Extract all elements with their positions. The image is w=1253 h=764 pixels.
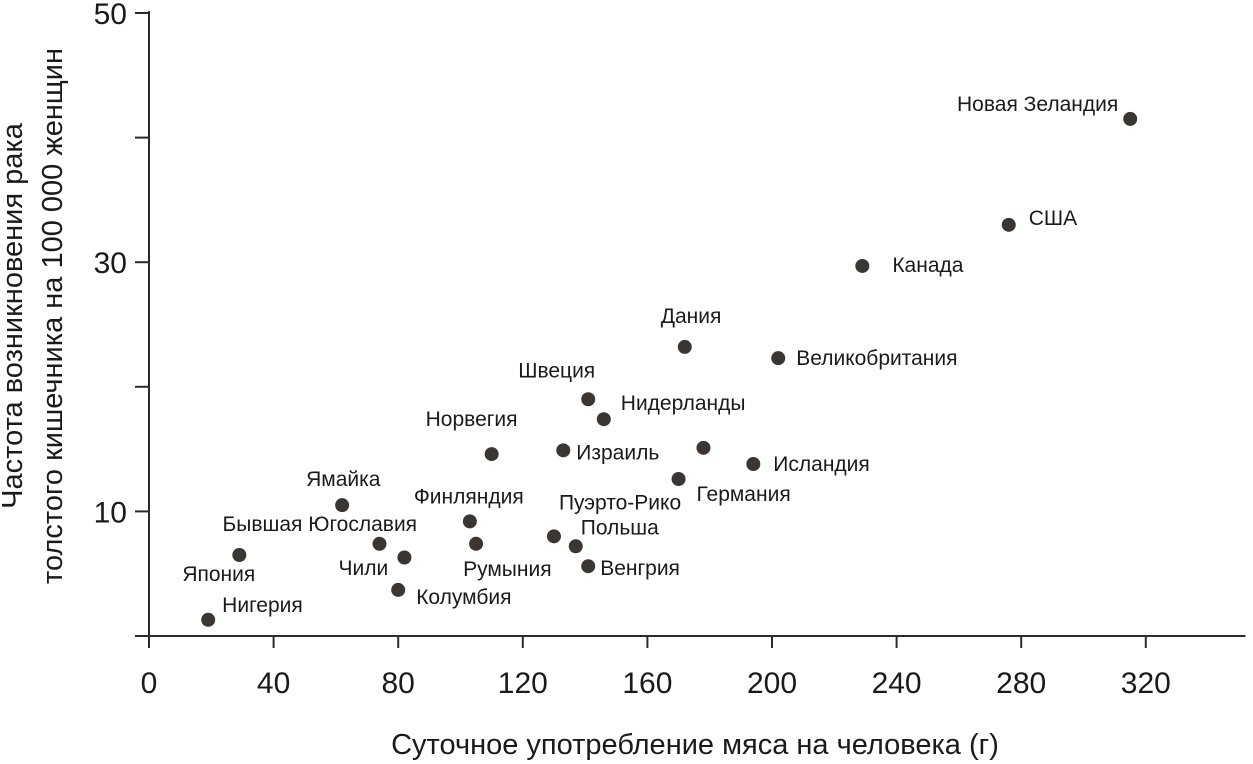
point-label-23: Колумбия [416, 586, 511, 609]
data-point-18 [469, 536, 484, 551]
data-point-6 [596, 412, 611, 427]
x-axis-title: Суточное употребление мяса на человека (… [391, 729, 999, 761]
x-tick-label-0: 0 [141, 667, 158, 700]
point-label-3: Дания [661, 305, 722, 328]
data-point-1 [1001, 217, 1016, 232]
data-point-16 [372, 536, 387, 551]
data-point-11 [696, 440, 711, 455]
point-label-14: Пуэрто-Рико [559, 491, 681, 514]
x-tick-label-120: 120 [498, 667, 548, 700]
data-point-19 [232, 548, 247, 563]
point-label-7: Норвегия [426, 408, 518, 431]
data-point-13 [462, 514, 477, 529]
point-label-10: Германия [697, 483, 791, 506]
data-point-3 [677, 339, 692, 354]
point-label-24: Нигерия [222, 594, 303, 617]
x-tick-label-280: 280 [996, 667, 1046, 700]
y-axis-title-line-1: Частота возникновения рака [0, 122, 29, 509]
data-point-23 [391, 582, 406, 597]
data-point-7 [484, 447, 499, 462]
point-labels: Новая Зеландия США Канада Дания Великобритан… [182, 93, 1118, 617]
data-point-2 [855, 258, 870, 273]
data-point-24 [201, 612, 216, 627]
data-point-9 [746, 457, 761, 472]
point-label-15: Польша [581, 516, 659, 539]
data-point-14 [546, 529, 561, 544]
point-label-5: Швеция [518, 359, 595, 382]
data-point-5 [581, 392, 596, 407]
data-point-4 [771, 351, 786, 366]
x-tick-label-240: 240 [872, 667, 922, 700]
data-point-22 [581, 559, 596, 574]
y-tick-label-50: 50 [94, 0, 127, 31]
data-point-15 [568, 539, 583, 554]
data-point-12 [335, 498, 350, 513]
ticks: 0 40 80 120 160 200 240 280 320 10 30 50 [94, 0, 1171, 700]
data-points [201, 111, 1138, 627]
point-label-19: Япония [182, 563, 255, 586]
data-point-10 [671, 472, 686, 487]
data-point-0 [1123, 111, 1138, 126]
point-label-6: Нидерланды [621, 392, 746, 415]
point-label-9: Исландия [773, 453, 869, 476]
axes [148, 11, 1246, 637]
x-tick-label-40: 40 [257, 667, 290, 700]
point-label-21: Румыния [463, 558, 552, 581]
point-label-2: Канада [892, 254, 963, 277]
point-label-13: Финляндия [414, 485, 524, 508]
y-tick-label-30: 30 [94, 247, 127, 280]
point-label-12: Ямайка [306, 468, 381, 491]
point-label-0: Новая Зеландия [957, 93, 1118, 116]
point-label-8: Израиль [576, 441, 659, 464]
x-tick-label-160: 160 [622, 667, 672, 700]
x-tick-label-80: 80 [382, 667, 415, 700]
y-axis-title-line-2: толстого кишечника на 100 000 женщин [37, 48, 69, 584]
point-label-20: Чили [339, 557, 389, 580]
x-tick-label-320: 320 [1121, 667, 1171, 700]
point-label-16: Бывшая Югославия [223, 513, 418, 536]
point-label-22: Венгрия [600, 557, 680, 580]
point-label-1: США [1029, 207, 1077, 230]
data-point-17 [397, 550, 412, 565]
y-tick-label-10: 10 [94, 496, 127, 529]
x-tick-label-200: 200 [747, 667, 797, 700]
data-point-8 [556, 443, 571, 458]
point-label-4: Великобритания [796, 347, 957, 370]
